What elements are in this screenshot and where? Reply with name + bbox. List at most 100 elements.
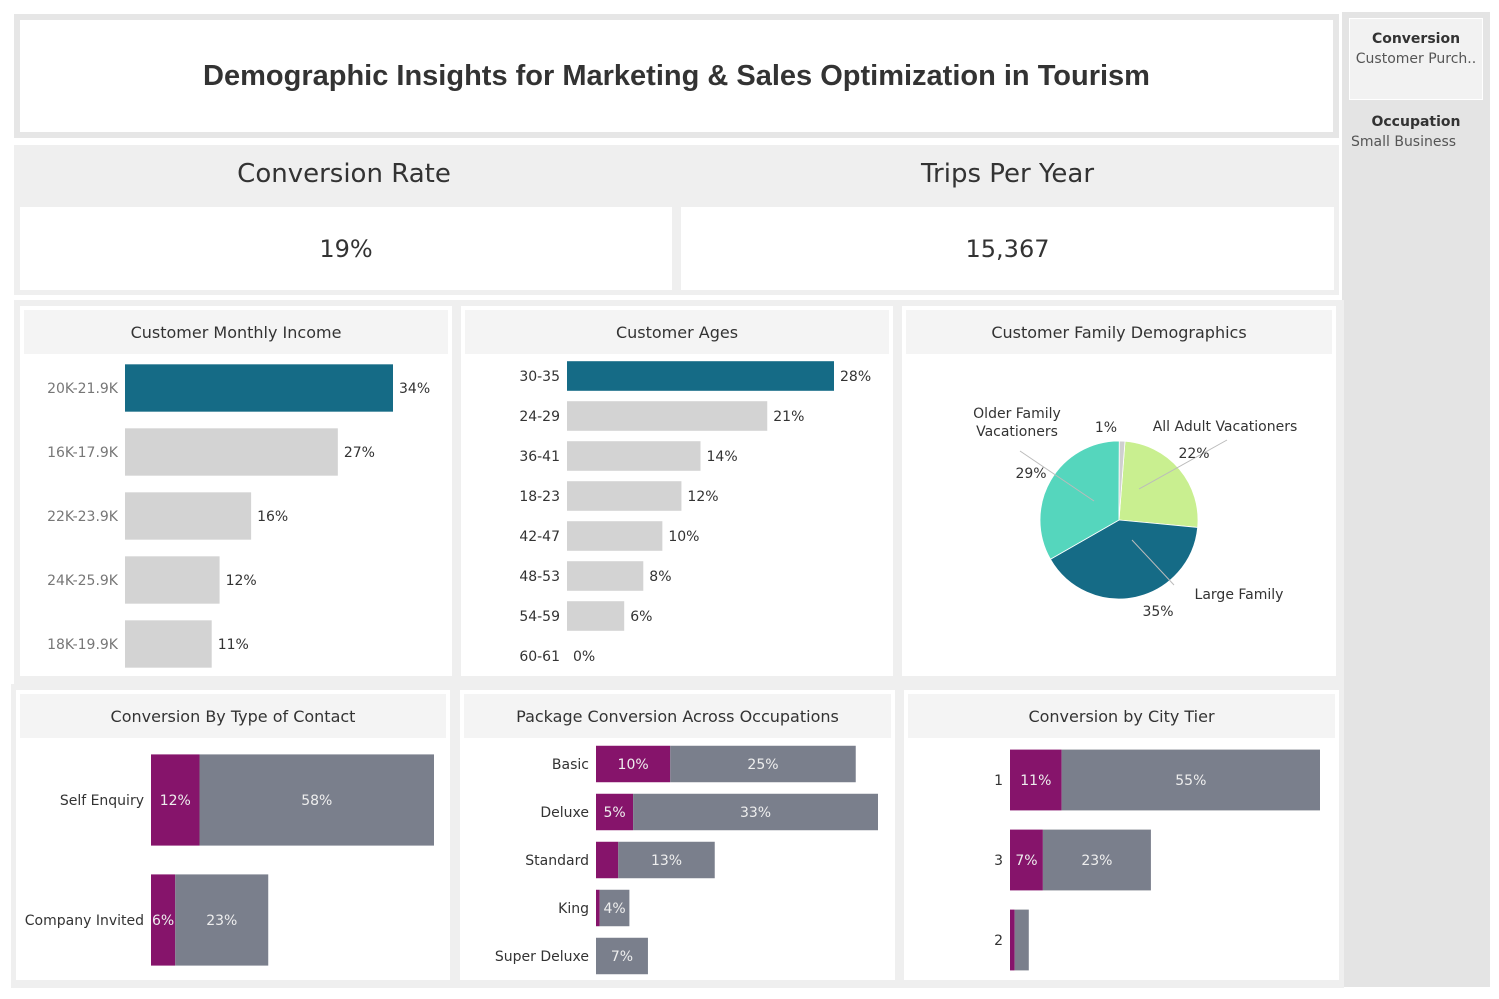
data-label-not-purchased: 58% <box>301 793 332 809</box>
package-chart-title: Package Conversion Across Occupations <box>464 694 891 738</box>
data-label-not-purchased: 23% <box>206 913 237 929</box>
category-label: 20K-21.9K <box>47 381 119 397</box>
category-label: 60-61 <box>519 649 560 665</box>
slice-name-older-family-line1: Older Family <box>973 406 1061 422</box>
package-panel: Package Conversion Across Occupations Ba… <box>460 690 895 980</box>
category-label: 18-23 <box>519 489 560 505</box>
category-label: Deluxe <box>540 805 589 821</box>
category-label: 30-35 <box>519 369 560 385</box>
ages-chart-title: Customer Ages <box>465 310 889 354</box>
data-label: 6% <box>630 609 652 625</box>
bar <box>125 428 338 476</box>
title-container: Demographic Insights for Marketing & Sal… <box>14 14 1339 138</box>
bar <box>567 361 834 391</box>
slice-name-all-adult: All Adult Vacationers <box>1153 419 1298 435</box>
conversion-filter-value[interactable]: Customer Purch.. <box>1355 51 1477 67</box>
income-chart: 20K-21.9K 34% 16K-17.9K 27% 22K-23.9K 16% 24K-… <box>47 364 430 668</box>
income-panel: Customer Monthly Income 20K-21.9K 34% 16K-… <box>20 306 452 676</box>
filter-panel: Conversion Customer Purch.. Occupation S… <box>1342 12 1490 987</box>
data-label-not-purchased: 55% <box>1175 773 1206 789</box>
leader-line <box>1138 439 1228 490</box>
data-label: 16% <box>257 509 288 525</box>
slice-name-older-family-line2: Vacationers <box>976 424 1058 440</box>
slice-label-older-family: 29% <box>1015 466 1046 482</box>
bar-not-purchased <box>175 874 269 966</box>
data-label-purchased: 7% <box>1015 853 1037 869</box>
leader-line <box>1131 539 1175 586</box>
category-label: 54-59 <box>519 609 560 625</box>
category-label: Self Enquiry <box>60 793 144 809</box>
data-label: 28% <box>840 369 871 385</box>
category-label: 22K-23.9K <box>47 509 119 525</box>
bar <box>125 492 252 540</box>
income-chart-title: Customer Monthly Income <box>24 310 448 354</box>
slice-label-other: 1% <box>1095 420 1117 436</box>
occupation-filter[interactable]: Occupation Small Business <box>1342 114 1490 150</box>
bar-purchased <box>151 754 200 846</box>
data-label: 21% <box>773 409 804 425</box>
ages-chart: 30-35 28% 24-29 21% 36-41 14% 18-23 12% 42-47 10%… <box>519 361 871 665</box>
pie-slice <box>1039 440 1120 560</box>
family-chart-title: Customer Family Demographics <box>906 310 1332 354</box>
data-label-not-purchased: 23% <box>1081 853 1112 869</box>
conversion-filter[interactable]: Conversion Customer Purch.. <box>1349 18 1483 100</box>
data-label-purchased: 10% <box>618 757 649 773</box>
category-label: 18K-19.9K <box>47 637 119 653</box>
contact-panel: Conversion By Type of Contact Self Enqui… <box>16 690 450 980</box>
bar-purchased <box>1010 749 1062 811</box>
slice-label-large-family: 35% <box>1142 604 1173 620</box>
bar <box>567 521 663 551</box>
bar-not-purchased <box>670 745 856 783</box>
bar-not-purchased <box>596 937 648 975</box>
conversion-rate-label: Conversion Rate <box>237 159 451 189</box>
category-label: 16K-17.9K <box>47 445 119 461</box>
bar-purchased <box>596 841 619 879</box>
data-label-not-purchased: 33% <box>740 805 771 821</box>
category-label: 2 <box>994 933 1003 949</box>
data-label-not-purchased: 25% <box>747 757 778 773</box>
category-label: 48-53 <box>519 569 560 585</box>
category-label: King <box>558 901 589 917</box>
data-label-not-purchased: 7% <box>611 949 633 965</box>
bar-purchased <box>596 889 600 927</box>
occupation-filter-value[interactable]: Small Business <box>1351 134 1457 150</box>
data-label-purchased: 11% <box>1020 773 1051 789</box>
slice-name-large-family: Large Family <box>1195 587 1284 603</box>
package-chart: Basic 10% 25% Deluxe 5% 33% Standard 13% King 4% S… <box>495 745 878 975</box>
conversion-rate-value: 19% <box>20 207 672 290</box>
bar <box>567 561 644 591</box>
category-label: 1 <box>994 773 1003 789</box>
pie-slice <box>1049 519 1199 600</box>
bar <box>567 601 625 631</box>
trips-per-year-value: 15,367 <box>681 207 1334 290</box>
data-label: 8% <box>649 569 671 585</box>
bar-purchased <box>596 745 671 783</box>
bar <box>567 441 701 471</box>
category-label: Standard <box>525 853 589 869</box>
slice-label-all-adult: 22% <box>1178 446 1209 462</box>
bar-not-purchased <box>1042 829 1151 891</box>
bar-not-purchased <box>1014 909 1029 971</box>
occupation-filter-title: Occupation <box>1371 114 1461 130</box>
bar-not-purchased <box>633 793 878 831</box>
bar-not-purchased <box>599 889 630 927</box>
kpi-row: Conversion Rate Trips Per Year 19% 15,36… <box>14 145 1339 295</box>
data-label-not-purchased: 4% <box>603 901 625 917</box>
category-label: 42-47 <box>519 529 560 545</box>
data-label-purchased: 6% <box>152 913 174 929</box>
leader-line <box>1019 450 1095 502</box>
data-label: 11% <box>218 637 249 653</box>
category-label: 24K-25.9K <box>47 573 119 589</box>
pie-slice <box>1118 440 1126 521</box>
data-label: 14% <box>707 449 738 465</box>
data-label: 10% <box>668 529 699 545</box>
contact-chart-title: Conversion By Type of Contact <box>20 694 446 738</box>
category-label: Super Deluxe <box>495 949 589 965</box>
data-label: 27% <box>344 445 375 461</box>
family-panel: Customer Family Demographics All Adult V… <box>902 306 1336 676</box>
bar-not-purchased <box>1061 749 1320 811</box>
data-label-not-purchased: 13% <box>651 853 682 869</box>
trips-per-year-label: Trips Per Year <box>920 159 1095 189</box>
family-chart: All Adult Vacationers 22% Large Family 35% O… <box>973 406 1298 620</box>
conversion-filter-title: Conversion <box>1371 31 1461 47</box>
